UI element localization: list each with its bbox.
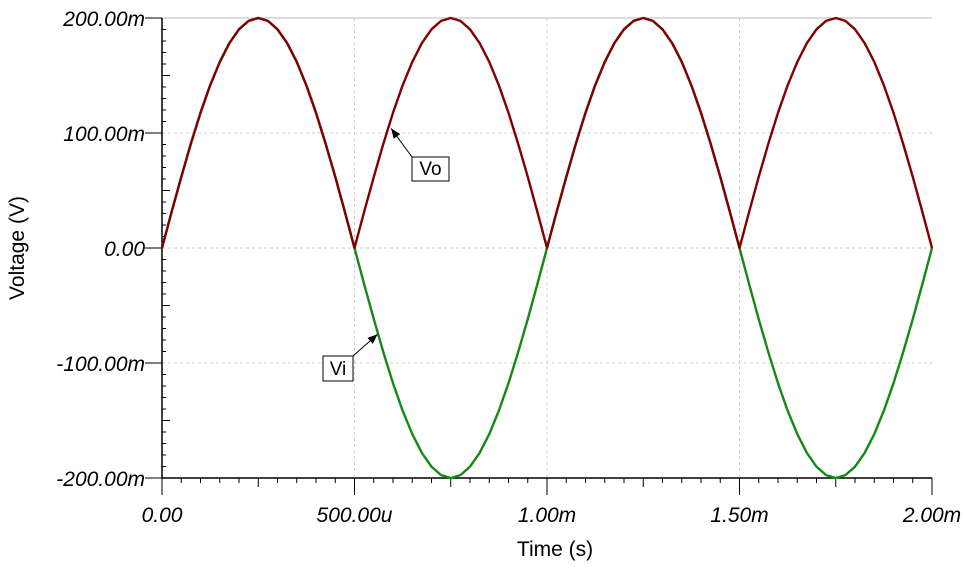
y-tick-label: -200.00m [56, 468, 145, 491]
annotation-vo: Vo [390, 128, 450, 182]
series-group [160, 16, 934, 480]
y-tick-label: 0.00 [104, 238, 145, 261]
annotation-box [322, 355, 354, 382]
y-tick-label: 100.00m [63, 123, 145, 146]
y-axis-label: Voltage (V) [6, 196, 29, 300]
x-tick-label: 2.00m [902, 504, 961, 527]
axes: 0.00 500.00u 1.00m 1.50m 2.00m 200.00m 100.00m… [56, 8, 961, 527]
x-tick-label: 1.50m [710, 504, 768, 527]
annotation-label: Vo [419, 159, 441, 180]
annotation-label: Vi [330, 359, 347, 380]
annotation-arrow [390, 128, 413, 158]
annotation-arrow [352, 333, 378, 357]
x-axis-label: Time (s) [517, 538, 593, 561]
y-tick-label: 200.00m [62, 8, 145, 31]
series-line-vo [160, 16, 934, 250]
y-tick-label: -100.00m [56, 353, 145, 376]
x-tick-label: 0.00 [142, 504, 183, 527]
annotation-box [411, 156, 450, 182]
annotations: Vo Vi [322, 128, 450, 382]
annotation-vi: Vi [322, 333, 378, 382]
x-tick-label: 500.00u [317, 504, 393, 527]
x-tick-label: 1.00m [518, 504, 576, 527]
